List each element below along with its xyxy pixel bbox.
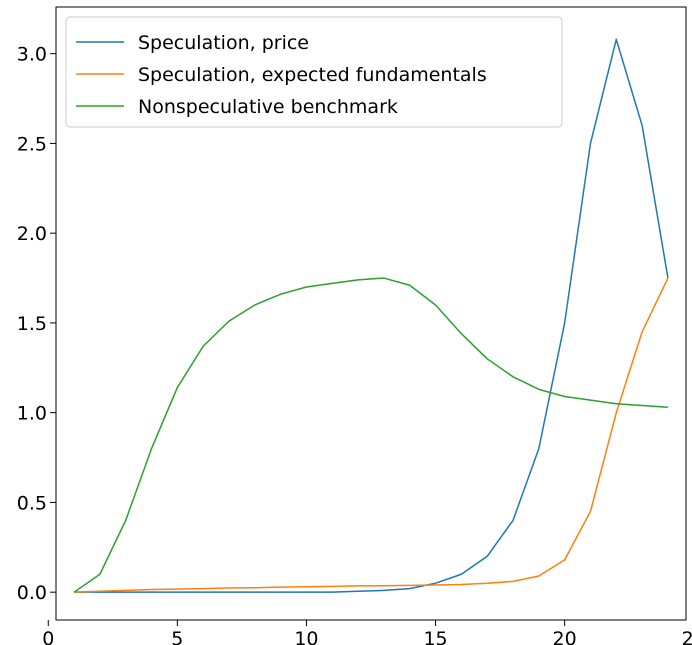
y-tick-label: 0.5 bbox=[17, 492, 47, 514]
legend-label-expected-fundamentals: Speculation, expected fundamentals bbox=[138, 64, 487, 86]
x-tick-label: 10 bbox=[294, 628, 318, 645]
x-tick-label: 0 bbox=[42, 628, 54, 645]
x-axis: 0 5 10 15 20 25 bbox=[42, 620, 692, 645]
series-line-nonspeculative-benchmark bbox=[73, 277, 668, 593]
y-tick-label: 2.0 bbox=[17, 223, 47, 245]
y-tick-label: 2.5 bbox=[17, 133, 47, 155]
x-tick-label: 15 bbox=[423, 628, 447, 645]
y-tick-label: 1.0 bbox=[17, 403, 47, 425]
y-tick-label: 3.0 bbox=[17, 44, 47, 66]
legend-box bbox=[65, 16, 563, 128]
x-tick-label: 20 bbox=[553, 628, 577, 645]
legend: Speculation, price Speculation, expected… bbox=[65, 16, 563, 128]
plot-frame bbox=[55, 6, 687, 621]
x-tick-label: 5 bbox=[171, 628, 183, 645]
series-line-speculation-expected-fundamentals bbox=[74, 277, 669, 593]
x-tick-label: 25 bbox=[682, 628, 692, 645]
legend-label-nonspeculative-benchmark: Nonspeculative benchmark bbox=[138, 96, 398, 118]
legend-label-speculation-price: Speculation, price bbox=[138, 32, 309, 54]
y-tick-label: 0.0 bbox=[17, 582, 47, 604]
y-axis: 0.0 0.5 1.0 1.5 2.0 2.5 3.0 bbox=[17, 44, 56, 604]
series-layer bbox=[73, 38, 669, 593]
series-line-speculation-price bbox=[74, 38, 669, 593]
y-tick-label: 1.5 bbox=[17, 313, 47, 335]
